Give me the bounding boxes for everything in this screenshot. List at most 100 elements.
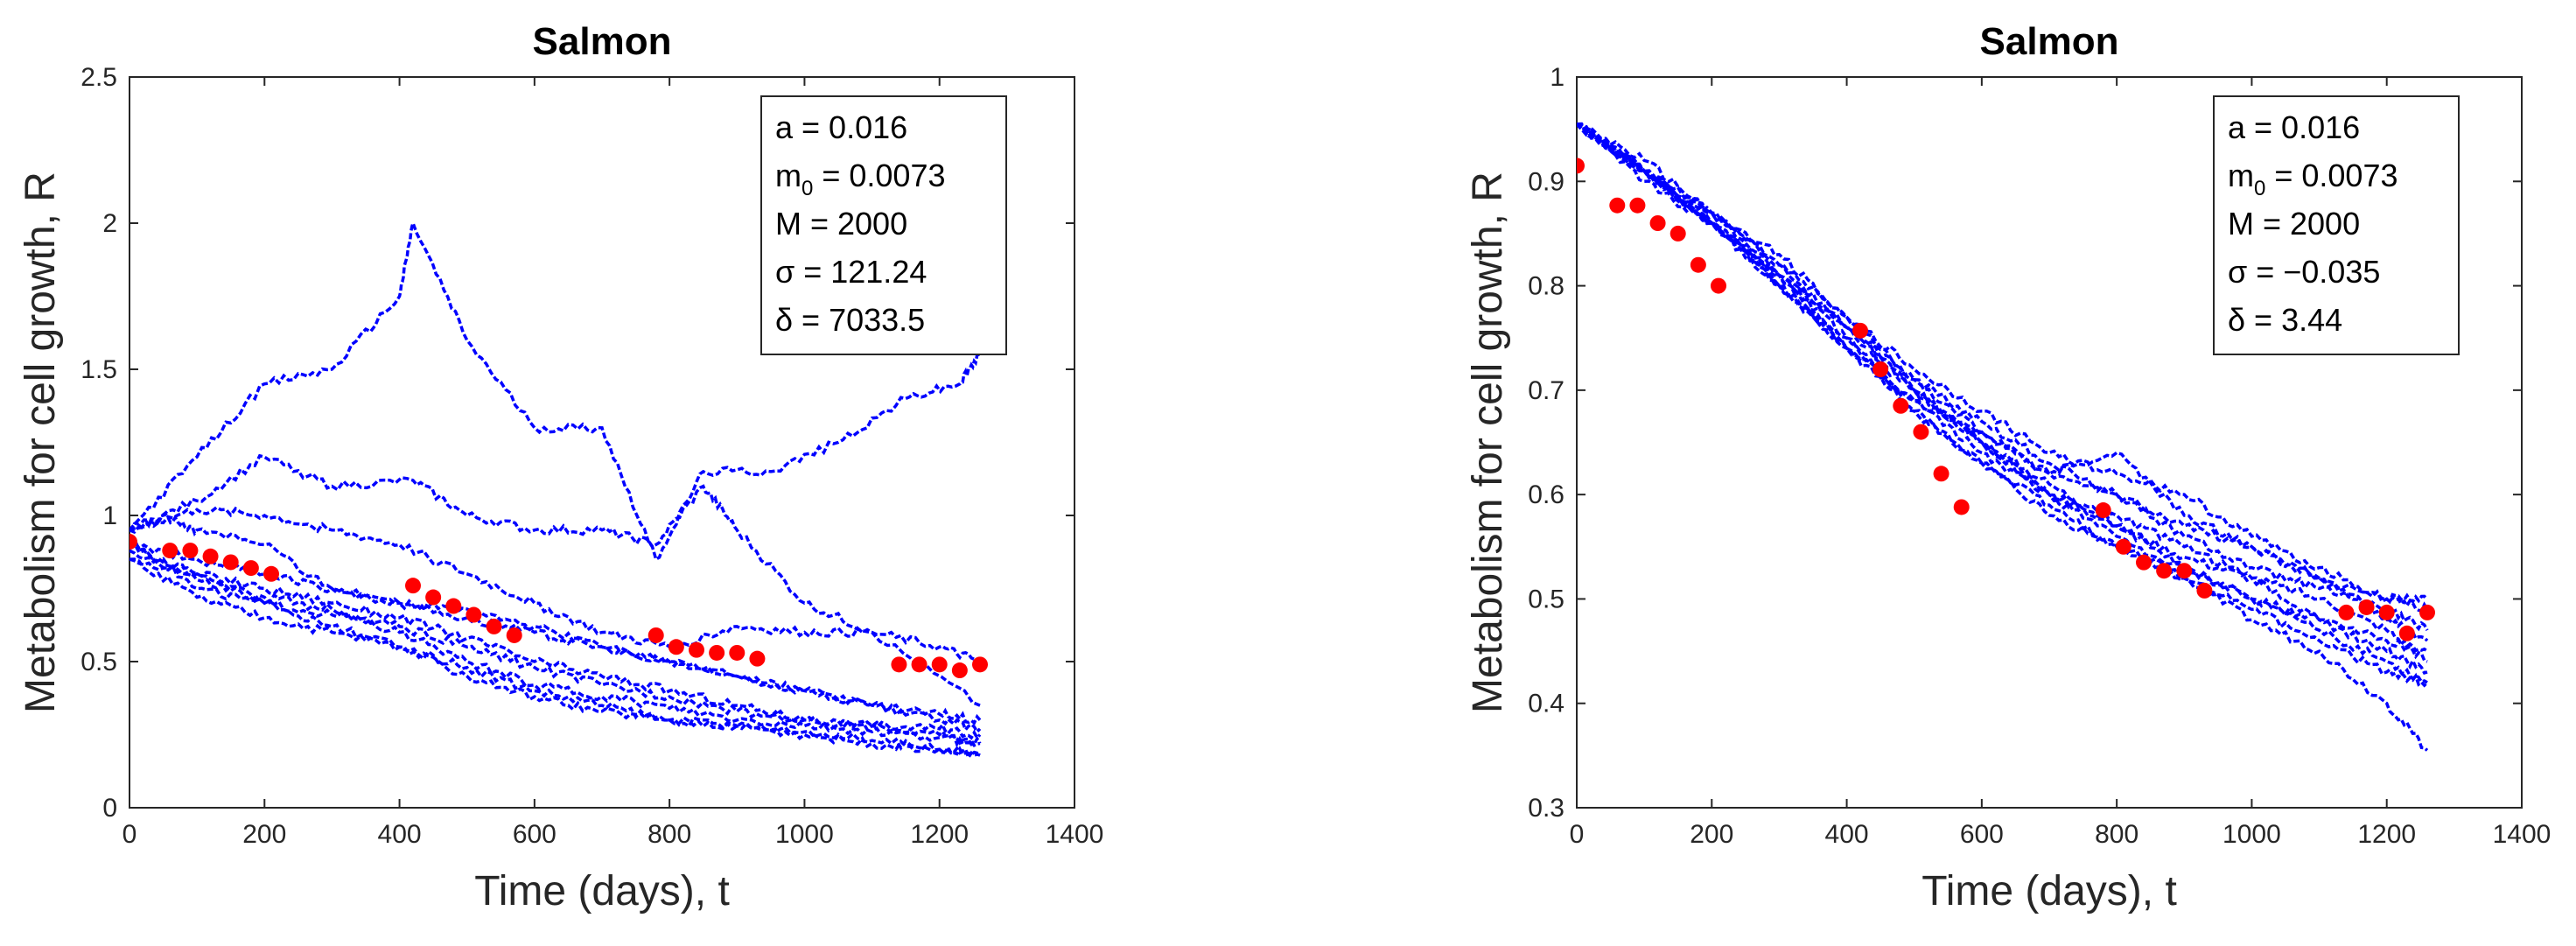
- y-tick-label: 0.3: [1528, 794, 1564, 823]
- y-tick-label: 0: [102, 794, 117, 823]
- x-tick-label: 1000: [2222, 820, 2281, 849]
- series-path-1: [130, 218, 980, 562]
- y-tick-label: 2: [102, 209, 117, 238]
- chart-panel-2: 0 200 400 600 800 1000 1200 1400 0.3 0.4 0.5 0.6 0.7…: [1465, 20, 2551, 914]
- observed-data-point: [2196, 582, 2213, 599]
- observed-data-point: [2358, 599, 2375, 615]
- observed-data-point: [749, 650, 766, 667]
- observed-data-point: [1913, 424, 1929, 440]
- x-tick-label: 1400: [2493, 820, 2552, 849]
- observed-data-point: [2419, 604, 2435, 620]
- series-path-8: [130, 536, 982, 746]
- observed-data-point: [242, 560, 259, 577]
- y-tick-label: 0.5: [80, 648, 117, 676]
- x-tick-label: 600: [513, 820, 556, 849]
- y-tick-label: 2.5: [80, 63, 117, 92]
- x-tick-label: 1200: [2357, 820, 2416, 849]
- observed-data-point: [1577, 158, 1585, 174]
- x-tick-label: 200: [1690, 820, 1733, 849]
- data-layer: [1577, 122, 2435, 752]
- y-tick-label: 0.4: [1528, 690, 1564, 718]
- series-path-9: [130, 512, 982, 734]
- observed-data-point: [263, 565, 279, 582]
- annotation-line: m0 = 0.0073: [775, 158, 946, 200]
- parameter-annotation-box: a = 0.016 m0 = 0.0073 M = 2000 σ = −0.035 δ …: [2213, 95, 2460, 355]
- observed-data-point: [931, 656, 948, 673]
- series-path-8: [1577, 122, 2428, 663]
- observed-data-point: [911, 656, 928, 673]
- annotation-line: a = 0.016: [775, 109, 907, 145]
- observed-data-point: [222, 554, 239, 571]
- x-tick-label: 200: [242, 820, 286, 849]
- observed-data-point: [2136, 554, 2152, 571]
- series-path-7: [130, 549, 982, 757]
- observed-data-point: [1670, 225, 1686, 242]
- observed-data-point: [2378, 604, 2395, 620]
- x-tick-label: 400: [378, 820, 422, 849]
- y-tick-label: 1.5: [80, 355, 117, 384]
- annotation-line: M = 2000: [2228, 206, 2360, 242]
- x-tick-label: 800: [2095, 820, 2138, 849]
- observed-data-point: [202, 548, 219, 564]
- observed-data-point: [951, 662, 968, 679]
- series-path-3: [1577, 123, 2429, 613]
- observed-data-point: [445, 598, 462, 614]
- y-tick-label: 1: [1550, 63, 1564, 92]
- series-path-7: [1577, 123, 2429, 688]
- observed-data-point: [506, 627, 522, 643]
- observed-data-point: [162, 543, 178, 559]
- observed-data-point: [1933, 466, 1950, 482]
- observed-data-point: [1690, 256, 1706, 273]
- series-path-10: [1577, 123, 2429, 632]
- observed-data-point: [466, 606, 482, 623]
- chart-title: Salmon: [533, 20, 672, 63]
- annotation-line: δ = 3.44: [2228, 302, 2342, 338]
- chart-title: Salmon: [1980, 20, 2119, 63]
- data-layer: [130, 218, 988, 761]
- observed-data-point: [891, 656, 907, 673]
- observed-data-point: [1711, 277, 1726, 294]
- observed-data-point: [130, 534, 137, 550]
- series-path-5: [130, 557, 982, 740]
- annotation-line: M = 2000: [775, 206, 907, 242]
- series-path-9: [1577, 123, 2429, 653]
- annotation-frame: [760, 95, 1007, 355]
- y-tick-label: 0.5: [1528, 585, 1564, 613]
- observed-data-point: [2398, 625, 2415, 641]
- series-path-2: [130, 453, 981, 707]
- annotation-line: m0 = 0.0073: [2228, 158, 2398, 200]
- x-tick-label: 1400: [1046, 820, 1104, 849]
- x-tick-label: 800: [648, 820, 691, 849]
- x-axis-label: Time (days), t: [474, 868, 730, 914]
- annotation-line: δ = 7033.5: [775, 302, 925, 338]
- y-tick-label: 0.9: [1528, 167, 1564, 196]
- observed-data-point: [1852, 322, 1868, 339]
- observed-data-point: [405, 578, 421, 594]
- observed-data-point: [2095, 502, 2111, 519]
- series-path-6: [130, 541, 981, 748]
- x-tick-label: 0: [1570, 820, 1585, 849]
- x-tick-label: 1000: [775, 820, 834, 849]
- chart-panel-1: 0 200 400 600 800 1000 1200 1400 0 0.5 1 1.5 2 2.5 Sal…: [18, 20, 1103, 914]
- y-tick-label: 0.7: [1528, 376, 1564, 405]
- parameter-annotation-box: a = 0.016 m0 = 0.0073 M = 2000 σ = 121.24 δ …: [760, 95, 1007, 355]
- observed-data-point: [2156, 563, 2173, 579]
- observed-data-point: [648, 627, 664, 643]
- observed-data-point: [709, 644, 725, 661]
- observed-data-point: [182, 543, 199, 559]
- y-tick-label: 0.6: [1528, 480, 1564, 509]
- observed-data-point: [2115, 538, 2132, 555]
- observed-data-point: [486, 618, 502, 634]
- y-axis-label: Metabolism for cell growth, R: [18, 172, 64, 713]
- series-path-10: [130, 557, 981, 761]
- observed-data-point: [972, 656, 988, 673]
- x-axis-label: Time (days), t: [1922, 868, 2177, 914]
- observed-data-point: [425, 589, 442, 606]
- annotation-line: σ = 121.24: [775, 254, 927, 290]
- x-tick-label: 1200: [910, 820, 969, 849]
- series-path-3: [130, 505, 981, 663]
- observed-data-point: [729, 644, 746, 661]
- observed-data-point: [1953, 499, 1970, 515]
- annotation-line: a = 0.016: [2228, 109, 2360, 145]
- x-tick-label: 0: [122, 820, 137, 849]
